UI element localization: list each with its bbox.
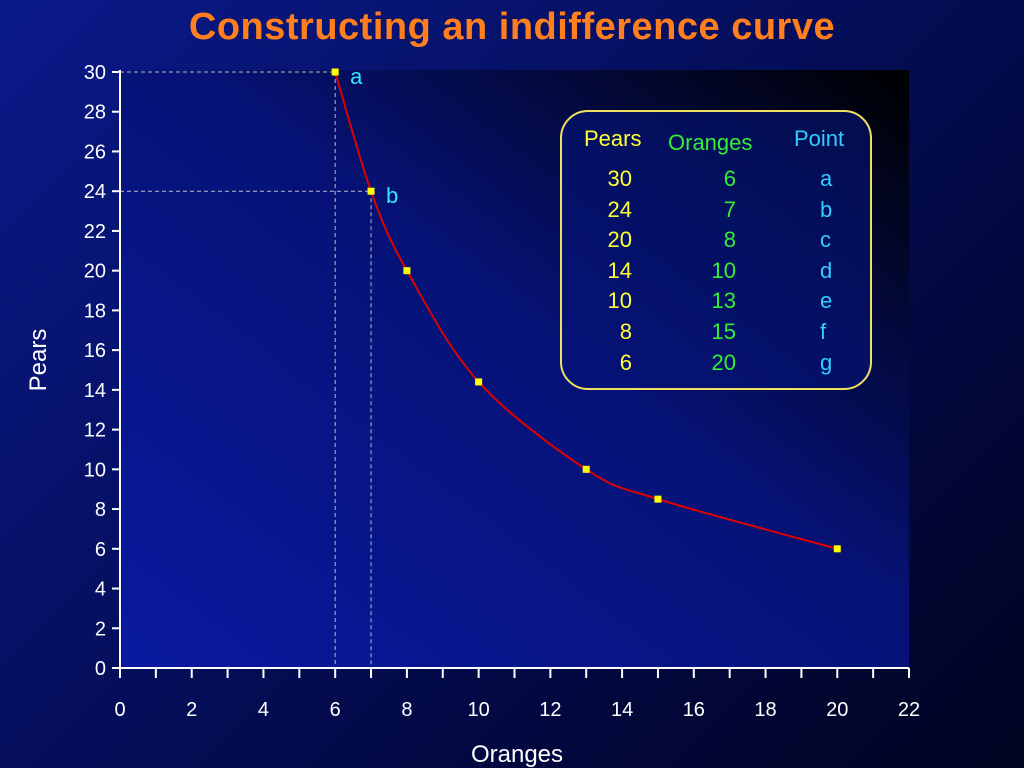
x-tick-label: 22: [898, 699, 920, 721]
y-tick-label: 8: [95, 499, 106, 521]
y-tick-label: 26: [84, 141, 106, 163]
y-tick-label: 30: [84, 62, 106, 84]
x-tick-label: 18: [754, 699, 776, 721]
table-cell-oranges: 15: [711, 318, 736, 344]
x-tick-label: 20: [826, 699, 848, 721]
x-tick-label: 10: [468, 699, 490, 721]
point-label: b: [386, 183, 398, 208]
table-cell-oranges: 8: [723, 227, 736, 253]
data-table: Pears 30 24 20 14 10 8 6 Oranges 6 7 8 10 13 15 20 P…: [560, 110, 872, 390]
table-cell-point: d: [820, 257, 833, 283]
x-tick-label: 8: [401, 699, 412, 721]
table-cell-point: f: [820, 318, 827, 344]
table-cell-pears: 8: [619, 318, 632, 344]
y-tick-label: 10: [84, 459, 106, 481]
x-tick-label: 2: [186, 699, 197, 721]
point-label: a: [350, 64, 363, 89]
table-cell-pears: 14: [607, 257, 632, 283]
y-tick-label: 0: [95, 658, 106, 680]
data-point: [654, 495, 662, 503]
table-cell-point: c: [820, 227, 831, 253]
data-point: [582, 465, 590, 473]
slide-title: Constructing an indifference curve: [188, 6, 836, 48]
y-tick-label: 6: [95, 539, 106, 561]
x-tick-label: 12: [539, 699, 561, 721]
y-tick-label: 22: [84, 221, 106, 243]
x-tick-label: 16: [683, 699, 705, 721]
data-point: [403, 267, 411, 275]
table-cell-oranges: 6: [723, 166, 736, 191]
y-tick-label: 12: [84, 420, 106, 442]
table-cell-pears: 24: [607, 196, 632, 222]
table-col-pears: Pears 30 24 20 14 10 8 6: [584, 126, 642, 378]
y-tick-label: 16: [84, 340, 106, 362]
table-cell-point: e: [820, 288, 833, 314]
x-tick-label: 0: [114, 699, 125, 721]
y-axis-title: Pears: [25, 329, 52, 392]
x-tick-label: 6: [330, 699, 341, 721]
table-cell-oranges: 13: [711, 288, 736, 314]
data-point: [367, 187, 375, 195]
y-tick-label: 4: [95, 579, 106, 601]
table-cell-point: a: [820, 166, 833, 191]
table-header-oranges: Oranges: [668, 130, 753, 155]
table-cell-pears: 30: [607, 166, 632, 191]
table-cell-pears: 6: [619, 349, 632, 375]
table-cell-oranges: 7: [723, 196, 736, 222]
y-tick-label: 18: [84, 300, 106, 322]
table-cell-oranges: 20: [711, 349, 736, 375]
data-point: [475, 378, 483, 386]
table-cell-oranges: 10: [711, 257, 736, 283]
table-cell-pears: 10: [607, 288, 632, 314]
table-cell-point: b: [820, 196, 833, 222]
x-axis-title: Oranges: [471, 741, 563, 768]
table-cell-pears: 20: [607, 227, 632, 253]
table-header-pears: Pears: [584, 126, 642, 151]
y-tick-label: 20: [84, 261, 106, 283]
y-tick-label: 28: [84, 102, 106, 124]
data-point: [833, 545, 841, 553]
table-cell-point: g: [820, 349, 833, 375]
data-point: [331, 68, 339, 76]
x-tick-label: 14: [611, 699, 633, 721]
table-col-oranges: Oranges 6 7 8 10 13 15 20: [668, 130, 768, 378]
x-tick-label: 4: [258, 699, 269, 721]
table-header-point: Point: [794, 126, 845, 151]
y-tick-label: 14: [84, 380, 106, 402]
y-tick-label: 24: [84, 181, 106, 203]
y-tick-label: 2: [95, 618, 106, 640]
